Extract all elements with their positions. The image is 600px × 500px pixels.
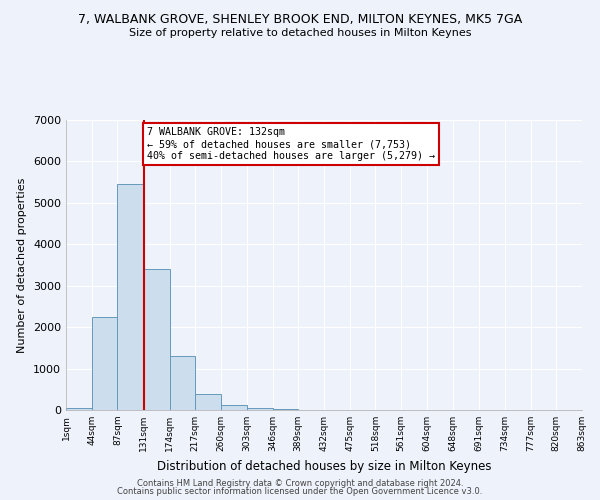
- Text: 7 WALBANK GROVE: 132sqm
← 59% of detached houses are smaller (7,753)
40% of semi: 7 WALBANK GROVE: 132sqm ← 59% of detache…: [148, 128, 436, 160]
- X-axis label: Distribution of detached houses by size in Milton Keynes: Distribution of detached houses by size …: [157, 460, 491, 472]
- Bar: [118, 184, 143, 410]
- Bar: [92, 317, 118, 410]
- Bar: [272, 409, 298, 410]
- Bar: [144, 269, 170, 410]
- Bar: [170, 356, 195, 410]
- Bar: [66, 408, 92, 410]
- Bar: [247, 408, 272, 410]
- Text: Size of property relative to detached houses in Milton Keynes: Size of property relative to detached ho…: [129, 28, 471, 38]
- Text: Contains public sector information licensed under the Open Government Licence v3: Contains public sector information licen…: [118, 487, 482, 496]
- Bar: [195, 394, 221, 410]
- Text: 7, WALBANK GROVE, SHENLEY BROOK END, MILTON KEYNES, MK5 7GA: 7, WALBANK GROVE, SHENLEY BROOK END, MIL…: [78, 12, 522, 26]
- Y-axis label: Number of detached properties: Number of detached properties: [17, 178, 28, 352]
- Text: Contains HM Land Registry data © Crown copyright and database right 2024.: Contains HM Land Registry data © Crown c…: [137, 478, 463, 488]
- Bar: [221, 404, 247, 410]
